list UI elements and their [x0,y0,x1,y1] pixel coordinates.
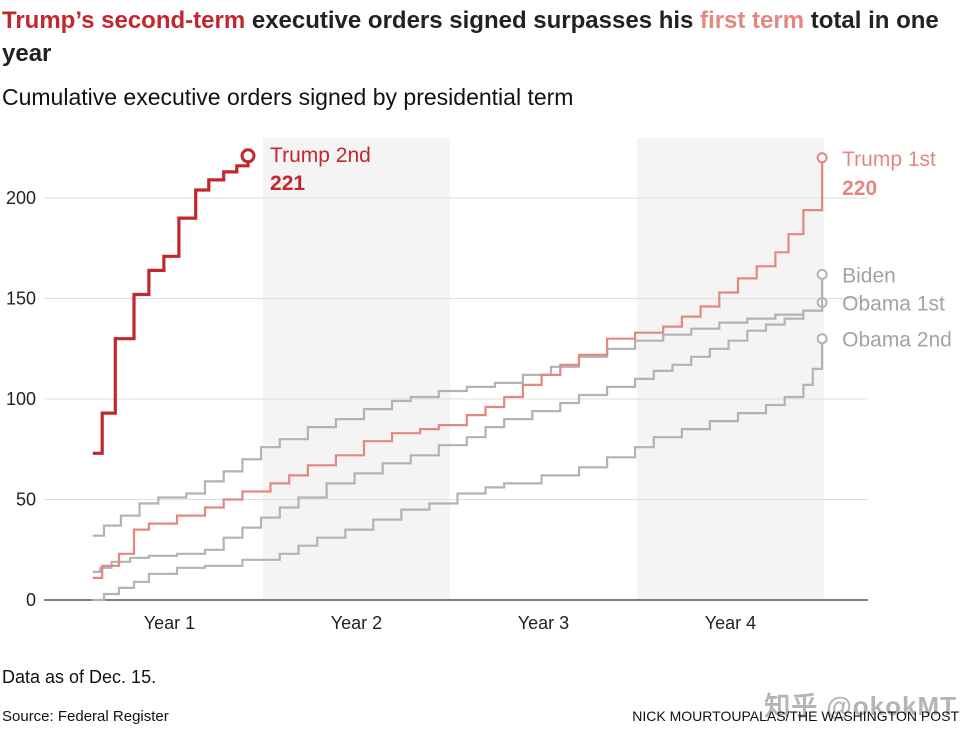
series-label-biden: Biden [842,264,896,287]
chart-subtitle: Cumulative executive orders signed by pr… [2,84,574,110]
gridlines [44,197,868,601]
credit-line: NICK MOURTOUPALAS/THE WASHINGTON POST [632,708,959,724]
series-line-obama-2nd [92,338,824,602]
shaded-band-year-4 [637,138,824,600]
shaded-band-year-2 [263,138,450,600]
y-tick-label-100: 100 [6,389,36,409]
year-labels: Year 1 Year 2 Year 3 Year 4 [144,613,756,633]
series-value-trump-2nd: 221 [270,172,305,195]
end-point-trump-1st [816,152,828,164]
y-tick-label-150: 150 [6,289,36,309]
y-tick-label-50: 50 [16,490,36,510]
x-label-year-3: Year 3 [518,613,569,633]
headline-first-term: first term [700,7,805,34]
series-line-obama-1st [92,302,824,573]
headline-trump-second-term: Trump’s second-term [2,7,246,34]
headline-end: total in one year [2,7,939,67]
y-tick-label-200: 200 [6,188,36,208]
y-axis-ticks: 0 50 100 150 200 [6,188,36,610]
series-labels: Obama 2nd Obama 1st Biden Trump 1st 220 Trump… [270,144,952,352]
headline-middle: executive orders signed surpasses his [245,7,701,34]
step-line-chart: 0 50 100 150 200 Year 1 Year 2 Year 3 Year 4 Ob… [6,138,952,633]
series-label-trump-2nd: Trump 2nd [270,144,371,167]
watermark: 知乎 @okokMT [764,691,957,721]
series-line-trump-2nd [92,155,250,455]
y-tick-label-0: 0 [26,590,36,610]
series-label-obama-1st: Obama 1st [842,293,945,316]
end-point-obama-2nd [816,333,828,345]
shaded-year-bands [263,138,824,600]
series-label-trump-1st: Trump 1st [842,148,936,171]
end-point-biden [816,268,828,280]
end-point-trump-2nd [240,148,256,164]
data-note: Data as of Dec. 15. [2,667,157,687]
source-note: Source: Federal Register [2,708,169,725]
series-line-biden [92,274,824,537]
series-value-trump-1st: 220 [842,177,877,200]
x-label-year-2: Year 2 [331,613,382,633]
x-label-year-4: Year 4 [705,613,756,633]
series-label-obama-2nd: Obama 2nd [842,329,952,352]
series-lines [92,148,828,602]
headline: Trump’s second-term executive orders sig… [2,4,952,70]
x-label-year-1: Year 1 [144,613,195,633]
series-line-trump-1st [92,157,824,579]
